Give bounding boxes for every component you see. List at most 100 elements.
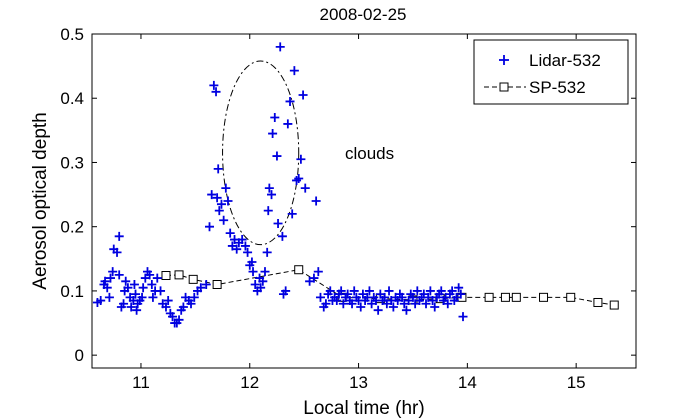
y-tick-label: 0: [75, 346, 84, 365]
lidar-532-point: [380, 292, 390, 302]
lidar-532-point: [96, 296, 106, 306]
lidar-532-point: [213, 164, 223, 174]
y-tick-label: 0.4: [60, 89, 84, 108]
lidar-532-point: [300, 183, 310, 193]
lidar-532-point: [309, 273, 319, 283]
lidar-532-point: [373, 305, 383, 315]
lidar-532-point: [401, 305, 411, 315]
lidar-532-point: [121, 276, 131, 286]
lidar-532-point: [209, 80, 219, 90]
x-axis-label: Local time (hr): [303, 398, 424, 419]
lidar-532-point: [221, 183, 231, 193]
lidar-532-point: [343, 289, 353, 299]
lidar-532-point: [232, 244, 242, 254]
lidar-532-point: [147, 280, 157, 289]
lidar-532-point: [289, 66, 299, 76]
lidar-532-point: [397, 292, 407, 302]
lidar-532-point: [447, 286, 457, 296]
lidar-532-point: [325, 286, 335, 296]
lidar-532-point: [178, 302, 188, 312]
y-tick-label: 0.2: [60, 218, 84, 237]
sp-532-point: [511, 292, 521, 302]
x-tick-labels: 11 12 13 14 15: [132, 373, 585, 392]
lidar-532-point: [258, 276, 268, 286]
lidar-532-point: [267, 190, 277, 200]
lidar-532-point: [263, 206, 273, 216]
lidar-532-point: [250, 280, 260, 289]
lidar-532-point: [264, 183, 274, 193]
lidar-532-point: [207, 190, 217, 200]
lidar-532-point: [196, 283, 206, 293]
sp-532-point: [188, 274, 198, 284]
lidar-532-point: [145, 270, 155, 280]
x-tick-label: 13: [349, 373, 368, 392]
lidar-532-point: [161, 302, 171, 312]
lidar-532-point: [225, 228, 235, 238]
x-tick-label: 14: [458, 373, 477, 392]
lidar-532-point: [270, 113, 280, 122]
lidar-532-point: [315, 292, 325, 302]
lidar-532-point: [223, 196, 233, 206]
lidar-532-point: [262, 247, 272, 257]
lidar-532-point: [104, 292, 114, 302]
lidar-532-point: [364, 286, 374, 296]
lidar-532-point: [412, 286, 422, 296]
lidar-532-point: [148, 292, 158, 302]
lidar-532-point: [243, 247, 253, 257]
x-tick-label: 15: [567, 373, 586, 392]
legend-lidar-marker: [499, 55, 509, 65]
lidar-532-point: [321, 299, 331, 309]
lidar-532-point: [138, 283, 148, 293]
legend-lidar-label: Lidar-532: [529, 51, 601, 70]
lidar-532-point: [436, 286, 446, 296]
lidar-532-point: [430, 302, 440, 312]
y-tick-labels: 0 0.1 0.2 0.3 0.4 0.5: [60, 25, 84, 365]
lidar-532-point: [152, 273, 162, 283]
sp-532-point: [500, 292, 510, 302]
legend: Lidar-532 SP-532: [473, 39, 629, 105]
lidar-532-point: [201, 280, 211, 289]
lidar-532-point: [108, 267, 118, 277]
lidar-532-point: [338, 299, 348, 309]
lidar-532-point: [100, 276, 110, 286]
lidar-532-point: [384, 286, 394, 296]
y-tick-label: 0.5: [60, 25, 84, 44]
lidar-532-point: [156, 286, 166, 296]
lidar-532-point: [131, 289, 141, 299]
axis-ticks: [92, 33, 636, 368]
lidar-532-point: [114, 231, 124, 241]
lidar-532-point: [425, 286, 435, 296]
y-tick-label: 0.1: [60, 282, 84, 301]
legend-sp-label: SP-532: [529, 78, 586, 97]
x-tick-label: 12: [240, 373, 259, 392]
sp-532-point: [294, 265, 304, 275]
lidar-532-point: [119, 299, 129, 309]
lidar-532-point: [273, 218, 283, 228]
lidar-532-point: [240, 241, 250, 251]
lidar-532-point: [285, 96, 295, 106]
lidar-532-point: [123, 283, 133, 293]
lidar-532-point: [126, 302, 136, 312]
lidar-532-point: [168, 312, 178, 322]
lidar-532-point: [356, 302, 366, 312]
lidar-532-point: [219, 215, 229, 225]
lidar-532-point: [336, 286, 346, 296]
lidar-532-point: [216, 199, 226, 209]
lidar-532-point: [205, 222, 215, 232]
lidar-532-point: [275, 42, 285, 52]
sp-532-point: [609, 300, 619, 310]
lidar-532-point: [214, 206, 224, 216]
lidar-532-point: [129, 280, 139, 289]
lidar-532-point: [456, 289, 466, 299]
sp-532-point: [174, 270, 184, 280]
sp-532-point: [593, 297, 603, 307]
lidar-532-point: [247, 257, 257, 267]
lidar-532-point: [421, 299, 431, 309]
lidar-532-point: [137, 292, 147, 302]
sp-532-point: [484, 292, 494, 302]
y-tick-label: 0.3: [60, 153, 84, 172]
lidar-532-point: [347, 299, 357, 309]
lidar-532-point: [112, 247, 122, 257]
legend-box: [473, 39, 629, 105]
lidar-532-point: [174, 315, 184, 325]
